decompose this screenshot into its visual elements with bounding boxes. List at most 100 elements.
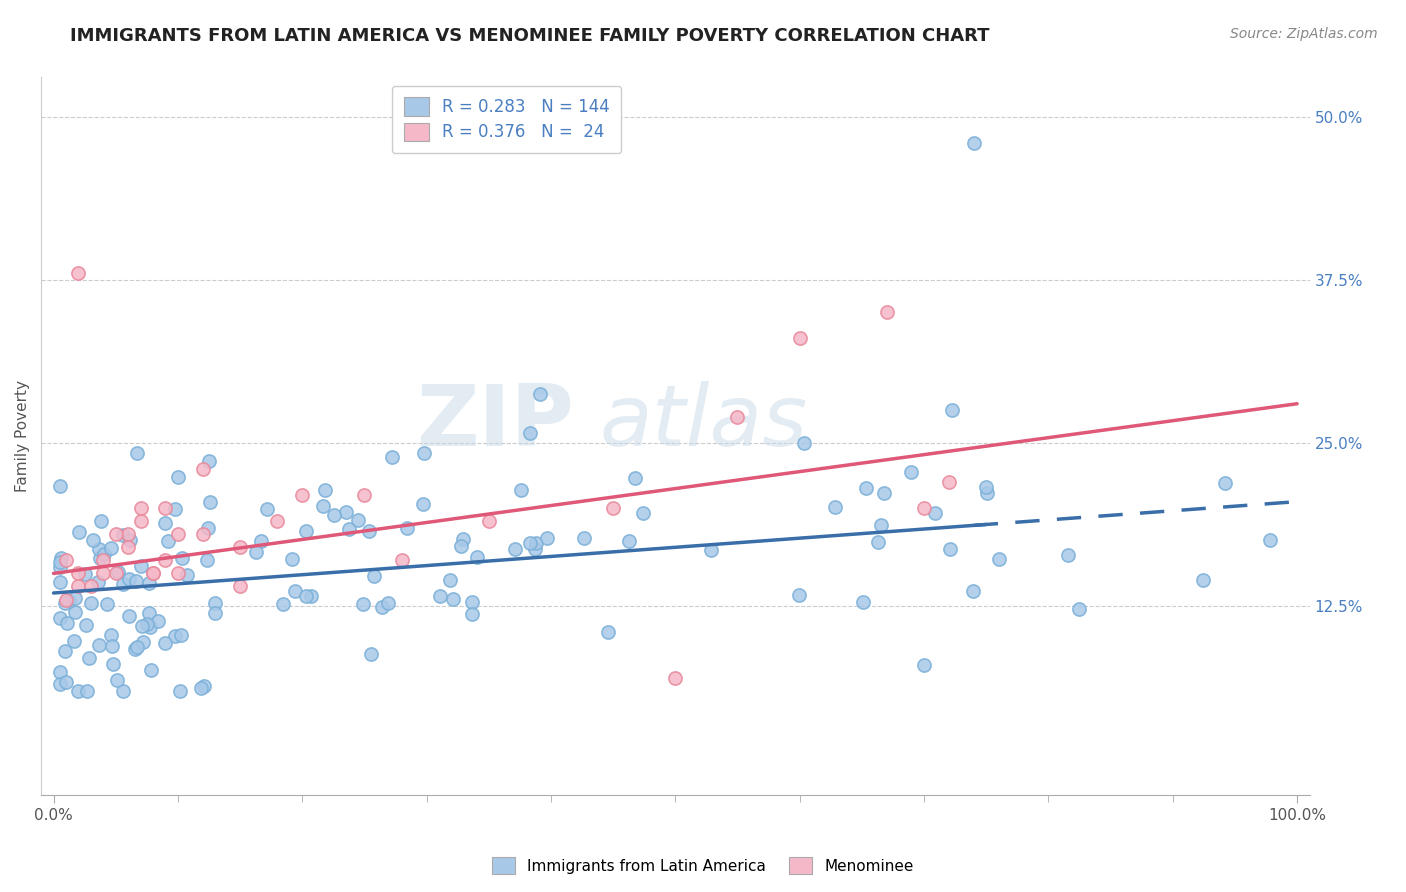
Point [138, 575, 160, 590]
Point [142, 566, 165, 581]
Point [49, 478, 72, 492]
Point [75, 566, 97, 581]
Point [941, 402, 963, 417]
Point [519, 426, 541, 441]
Point [314, 483, 336, 497]
Point [938, 542, 960, 557]
Point [142, 566, 165, 581]
Point [55, 592, 77, 607]
Point [124, 641, 146, 656]
Point [80, 579, 103, 593]
Point [129, 501, 152, 516]
Point [67, 579, 90, 593]
Point [281, 551, 304, 566]
Point [413, 446, 436, 460]
Point [105, 673, 128, 688]
Point [624, 471, 647, 485]
Point [80, 596, 103, 610]
Point [49, 574, 72, 589]
Point [478, 514, 501, 528]
Point [987, 551, 1010, 566]
Point [256, 502, 278, 516]
Point [451, 532, 474, 546]
Point [190, 681, 212, 696]
Point [156, 534, 179, 549]
Point [353, 488, 375, 502]
Point [166, 470, 188, 484]
Point [291, 488, 314, 502]
Text: Source: ZipAtlas.com: Source: ZipAtlas.com [1230, 27, 1378, 41]
Point [523, 542, 546, 557]
Point [49, 677, 72, 691]
Point [198, 495, 221, 509]
Point [75, 617, 97, 632]
Point [118, 533, 141, 548]
Point [55, 553, 77, 567]
Point [49, 611, 72, 625]
Point [700, 543, 723, 558]
Point [467, 550, 489, 565]
Point [617, 534, 640, 549]
Point [631, 506, 654, 520]
Point [163, 629, 186, 643]
Point [1213, 475, 1236, 490]
Point [148, 614, 170, 628]
Point [155, 516, 177, 531]
Point [229, 579, 252, 593]
Point [380, 450, 402, 464]
Point [53, 644, 76, 658]
Point [100, 627, 122, 641]
Point [195, 553, 218, 567]
Point [132, 635, 155, 649]
Point [63, 605, 86, 619]
Point [103, 657, 125, 672]
Point [170, 627, 193, 641]
Point [363, 569, 385, 583]
Point [155, 553, 177, 567]
Legend: R = 0.283   N = 144, R = 0.376   N =  24: R = 0.283 N = 144, R = 0.376 N = 24 [392, 86, 621, 153]
Point [135, 616, 157, 631]
Point [509, 483, 531, 497]
Point [245, 545, 267, 559]
Point [391, 553, 413, 567]
Point [461, 607, 484, 621]
Point [912, 657, 935, 672]
Point [602, 501, 624, 516]
Point [93, 547, 115, 561]
Point [519, 535, 541, 549]
Point [347, 513, 370, 527]
Point [49, 560, 72, 574]
Point [924, 507, 946, 521]
Point [1258, 533, 1281, 548]
Point [396, 520, 419, 534]
Point [793, 435, 815, 450]
Point [129, 514, 152, 528]
Point [155, 636, 177, 650]
Point [412, 498, 434, 512]
Point [824, 500, 846, 514]
Point [461, 595, 484, 609]
Point [299, 589, 322, 603]
Point [176, 568, 198, 582]
Point [100, 541, 122, 555]
Point [89, 550, 111, 565]
Point [441, 591, 464, 606]
Point [524, 536, 547, 550]
Point [900, 466, 922, 480]
Point [117, 608, 139, 623]
Point [450, 539, 472, 553]
Point [789, 331, 811, 345]
Point [63, 591, 86, 606]
Point [429, 589, 451, 603]
Point [1067, 601, 1090, 615]
Point [572, 531, 595, 545]
Point [49, 665, 72, 679]
Point [117, 541, 139, 555]
Point [129, 558, 152, 573]
Point [139, 663, 162, 677]
Point [868, 535, 890, 549]
Point [87, 541, 110, 556]
Point [204, 596, 226, 610]
Point [100, 640, 122, 654]
Point [55, 675, 77, 690]
